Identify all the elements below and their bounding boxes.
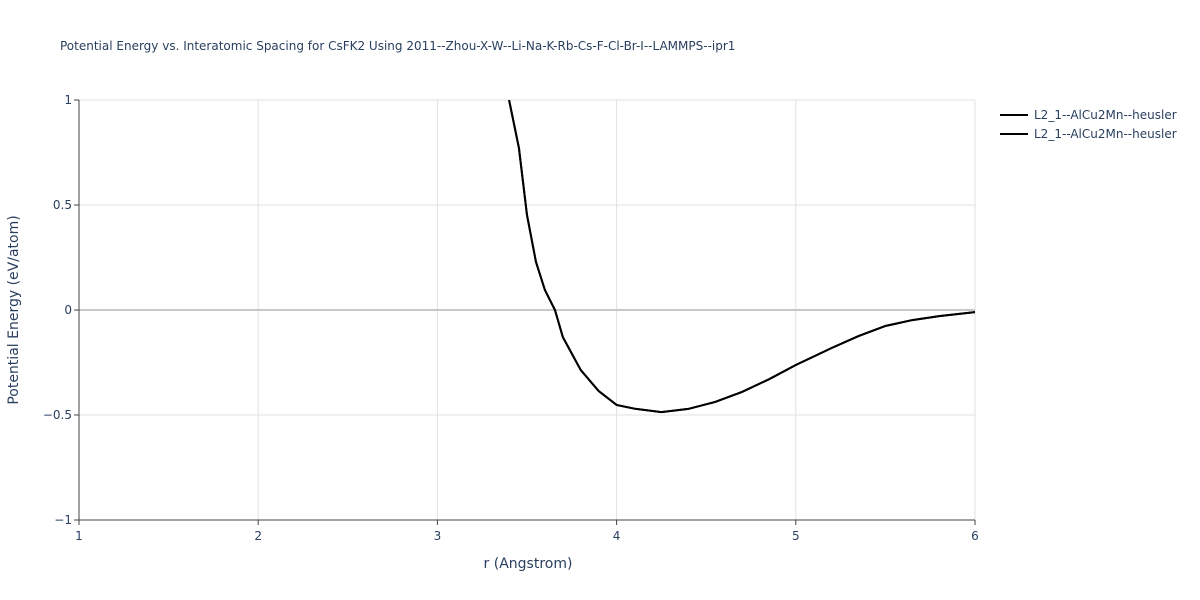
- chart-title: Potential Energy vs. Interatomic Spacing…: [60, 39, 735, 53]
- x-axis-label: r (Angstrom): [484, 556, 573, 572]
- y-tick-label: −1: [54, 513, 72, 527]
- x-tick-label: 5: [792, 529, 800, 543]
- y-tick-label: 0.5: [53, 198, 72, 212]
- x-tick-label: 1: [75, 529, 83, 543]
- y-tick-label: 0: [64, 303, 72, 317]
- x-tick-label: 4: [613, 529, 621, 543]
- y-axis-label: Potential Energy (eV/atom): [6, 215, 22, 404]
- x-tick-label: 2: [254, 529, 262, 543]
- y-tick-label: 1: [64, 93, 72, 107]
- x-tick-label: 3: [434, 529, 442, 543]
- x-tick-label: 6: [971, 529, 979, 543]
- legend-label: L2_1--AlCu2Mn--heusler: [1034, 108, 1177, 122]
- y-tick-label: −0.5: [43, 408, 72, 422]
- legend-label: L2_1--AlCu2Mn--heusler: [1034, 127, 1177, 141]
- data-line: [508, 100, 975, 414]
